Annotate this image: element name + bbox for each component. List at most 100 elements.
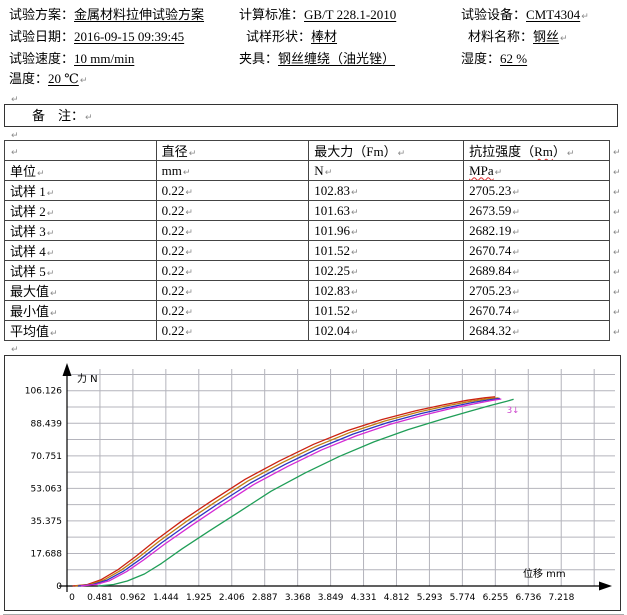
test-info-header: 试验方案：金属材料拉伸试验方案 计算标准：GB/T 228.1-2010 试验设…: [3, 3, 624, 91]
table-cell: mm↵: [155, 160, 310, 181]
table-row: 单位↵ mm↵ N↵ MPa↵ ↵: [4, 160, 624, 181]
force-displacement-chart: 力 N 位移 mm 0 17.688 35.375 53.063 70.751 88.439 1…: [4, 355, 621, 611]
svg-text:1.925: 1.925: [186, 593, 212, 603]
row-end-mark: ↵: [612, 247, 621, 258]
svg-text:5.774: 5.774: [450, 593, 476, 603]
table-cell: 101.63↵: [308, 200, 465, 221]
table-row: 试样 2↵ 0.22↵ 101.63↵ 2673.59↵ ↵: [4, 200, 624, 221]
field-test-date: 试验日期：2016-09-15 09:39:45: [9, 27, 239, 49]
row-end-mark: ↵: [612, 147, 621, 158]
field-temperature: 温度：20 ℃↵: [9, 69, 239, 91]
svg-text:力 N: 力 N: [77, 372, 98, 385]
svg-text:53.063: 53.063: [31, 484, 63, 494]
field-label: 试验日期：: [9, 29, 75, 44]
field-calc-standard: 计算标准：GB/T 228.1-2010: [239, 5, 461, 27]
curve-试样 4: [97, 398, 514, 587]
svg-text:5.293: 5.293: [417, 593, 443, 603]
svg-text:7.218: 7.218: [549, 593, 575, 603]
paragraph-mark: ↵: [11, 95, 19, 105]
table-cell: 0.22↵: [155, 180, 310, 201]
table-row: 试样 4↵ 0.22↵ 101.52↵ 2670.74↵ ↵: [4, 240, 624, 261]
table-cell: 最大值↵: [4, 280, 157, 301]
svg-text:4.331: 4.331: [351, 593, 377, 603]
svg-text:0: 0: [69, 593, 75, 603]
table-cell: 最大力（Fm）↵: [308, 140, 465, 161]
table-cell: 102.83↵: [308, 280, 465, 301]
table-row: 试样 1↵ 0.22↵ 102.83↵ 2705.23↵ ↵: [4, 180, 624, 201]
svg-text:88.439: 88.439: [31, 419, 63, 429]
table-cell: 0.22↵: [155, 260, 310, 281]
table-cell: MPa↵: [463, 160, 610, 181]
table-cell: 0.22↵: [155, 220, 310, 241]
table-cell: 平均值↵: [4, 320, 157, 341]
paragraph-mark: ↵: [581, 12, 589, 22]
row-end-mark: ↵: [612, 207, 621, 218]
field-label: 试验方案：: [9, 7, 75, 22]
field-value: 棒材: [311, 29, 338, 44]
row-end-mark: ↵: [612, 167, 621, 178]
table-cell: N↵: [308, 160, 465, 181]
field-value: 62 %: [500, 51, 528, 66]
table-cell: 抗拉强度（Rm）↵: [463, 140, 610, 161]
field-label: 试样形状：: [246, 29, 312, 44]
table-cell: 102.25↵: [308, 260, 465, 281]
table-cell: 101.52↵: [308, 240, 465, 261]
curve-试样 2: [80, 398, 502, 587]
row-end-mark: ↵: [612, 327, 621, 338]
table-cell: 102.83↵: [308, 180, 465, 201]
svg-text:35.375: 35.375: [31, 517, 63, 527]
table-cell: 单位↵: [4, 160, 157, 181]
table-row: 试样 5↵ 0.22↵ 102.25↵ 2689.84↵ ↵: [4, 260, 624, 281]
svg-text:1.444: 1.444: [153, 593, 179, 603]
table-cell: ↵: [4, 140, 157, 161]
chart-canvas: 力 N 位移 mm 0 17.688 35.375 53.063 70.751 88.439 1…: [25, 363, 615, 603]
paragraph-mark: ↵: [560, 34, 568, 44]
curve-试样 3: [77, 397, 500, 587]
paragraph-mark: ↵: [11, 345, 19, 355]
remarks-box: 备 注：↵: [4, 104, 618, 127]
field-value: GB/T 228.1-2010: [304, 7, 397, 22]
table-cell: 102.04↵: [308, 320, 465, 341]
paragraph-mark: ↵: [79, 76, 88, 86]
table-cell: 2673.59↵: [463, 200, 610, 221]
row-end-mark: ↵: [612, 307, 621, 318]
row-end-mark: ↵: [612, 187, 621, 198]
table-cell: 0.22↵: [155, 300, 310, 321]
field-value: 20 ℃: [48, 71, 79, 86]
table-cell: 2689.84↵: [463, 260, 610, 281]
svg-text:6.255: 6.255: [483, 593, 509, 603]
empty-paragraph: ↵: [3, 91, 624, 105]
field-label: 湿度：: [461, 51, 501, 66]
field-grip: 夹具：钢丝缠绕（油光锉）: [239, 49, 461, 69]
field-label: 试验速度：: [9, 51, 75, 66]
table-cell: 试样 4↵: [4, 240, 157, 261]
field-label: 试验设备：: [461, 7, 527, 22]
table-row: ↵ 直径↵ 最大力（Fm）↵ 抗拉强度（Rm）↵ ↵: [4, 140, 624, 161]
field-value: 2016-09-15 09:39:45: [74, 29, 185, 44]
table-row: 最小值↵ 0.22↵ 101.52↵ 2670.74↵ ↵: [4, 300, 624, 321]
svg-text:4.812: 4.812: [384, 593, 410, 603]
empty-paragraph: ↵: [3, 127, 624, 141]
table-cell: 2670.74↵: [463, 300, 610, 321]
field-value: CMT4304: [526, 7, 581, 22]
row-end-mark: ↵: [612, 227, 621, 238]
svg-text:3↓: 3↓: [507, 406, 520, 416]
table-cell: 2682.19↵: [463, 220, 610, 241]
svg-text:3.368: 3.368: [285, 593, 311, 603]
table-cell: 0.22↵: [155, 320, 310, 341]
field-humidity: 湿度：62 %: [461, 49, 624, 69]
empty-paragraph: ↵: [3, 341, 624, 355]
svg-text:70.751: 70.751: [31, 452, 63, 462]
curve-试样 5: [75, 397, 499, 587]
table-cell: 试样 2↵: [4, 200, 157, 221]
svg-text:位移 mm: 位移 mm: [523, 567, 566, 580]
svg-text:17.688: 17.688: [31, 549, 63, 559]
svg-text:106.126: 106.126: [25, 387, 62, 397]
table-cell: 0.22↵: [155, 240, 310, 261]
table-cell: 2705.23↵: [463, 180, 610, 201]
table-cell: 试样 5↵: [4, 260, 157, 281]
field-label: 计算标准：: [239, 7, 305, 22]
table-row: 试样 3↵ 0.22↵ 101.96↵ 2682.19↵ ↵: [4, 220, 624, 241]
table-cell: 0.22↵: [155, 280, 310, 301]
svg-text:2.406: 2.406: [219, 593, 245, 603]
